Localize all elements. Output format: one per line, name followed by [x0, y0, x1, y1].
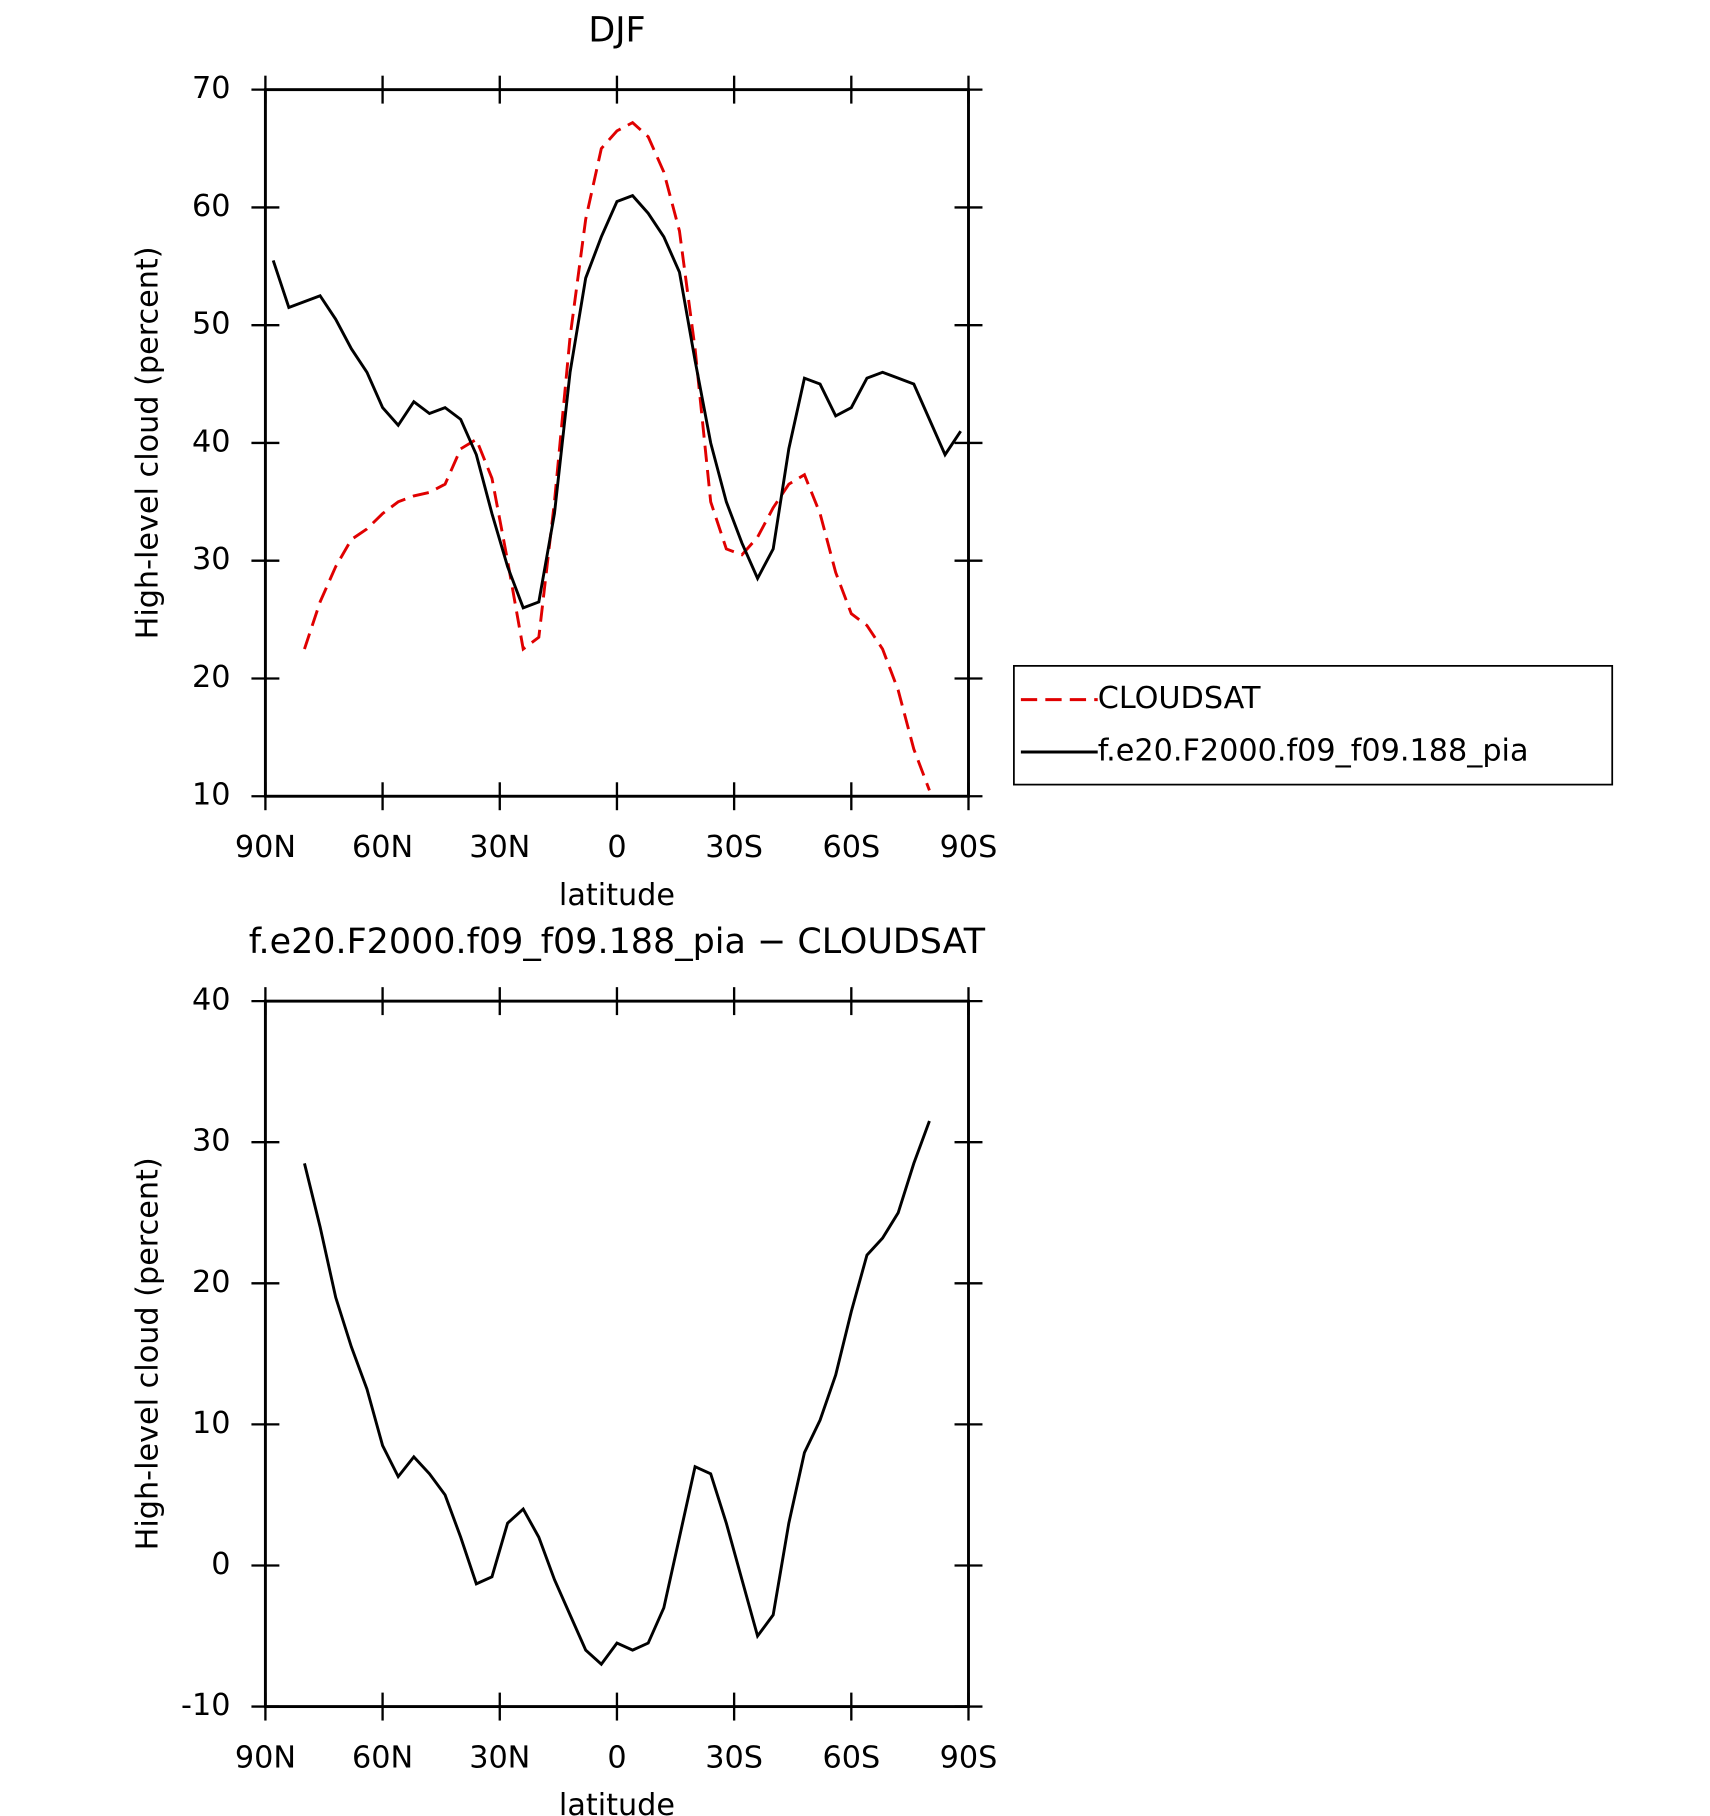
x-tick-label: 60S	[822, 1740, 880, 1775]
y-tick-label: 30	[192, 542, 230, 577]
data-line	[271, 193, 962, 610]
x-tick-label: 90S	[940, 1740, 998, 1775]
x-tick-label: 60S	[822, 830, 880, 865]
x-tick-label: 0	[607, 1740, 626, 1775]
plot-frame	[263, 88, 970, 798]
y-axis-label: High-level cloud (percent)	[130, 1157, 165, 1550]
x-tick-label: 30S	[705, 1740, 763, 1775]
x-tick-label: 90N	[235, 830, 296, 865]
y-axis-label: High-level cloud (percent)	[130, 246, 165, 639]
x-tick-label: 90N	[235, 1740, 296, 1775]
x-axis-label: latitude	[559, 878, 675, 913]
chart-title: f.e20.F2000.f09_f09.188_pia − CLOUDSAT	[249, 922, 986, 962]
x-tick-label: 60N	[352, 830, 413, 865]
data-line	[303, 120, 931, 791]
y-tick-label: 40	[192, 983, 230, 1018]
y-tick-label: 60	[192, 189, 230, 224]
y-tick-label: 40	[192, 424, 230, 459]
y-tick-label: 30	[192, 1124, 230, 1159]
data-line	[303, 1120, 931, 1667]
y-tick-label: 0	[211, 1547, 230, 1582]
chart-title: DJF	[588, 10, 645, 50]
x-tick-label: 30S	[705, 830, 763, 865]
y-tick-label: 50	[192, 307, 230, 342]
x-tick-label: 60N	[352, 1740, 413, 1775]
x-axis-label: latitude	[559, 1788, 675, 1816]
y-tick-label: 20	[192, 1265, 230, 1300]
y-tick-label: 20	[192, 660, 230, 695]
plot-frame	[263, 999, 970, 1709]
legend-label: f.e20.F2000.f09_f09.188_pia	[1098, 734, 1529, 769]
x-tick-label: 30N	[469, 830, 530, 865]
x-tick-label: 90S	[940, 830, 998, 865]
y-tick-label: 10	[192, 778, 230, 813]
y-tick-label: 10	[192, 1406, 230, 1441]
legend-box	[1013, 664, 1614, 786]
y-tick-label: -10	[181, 1688, 230, 1723]
x-tick-label: 0	[607, 830, 626, 865]
y-tick-label: 70	[192, 71, 230, 106]
legend-label: CLOUDSAT	[1098, 681, 1261, 716]
x-tick-label: 30N	[469, 1740, 530, 1775]
